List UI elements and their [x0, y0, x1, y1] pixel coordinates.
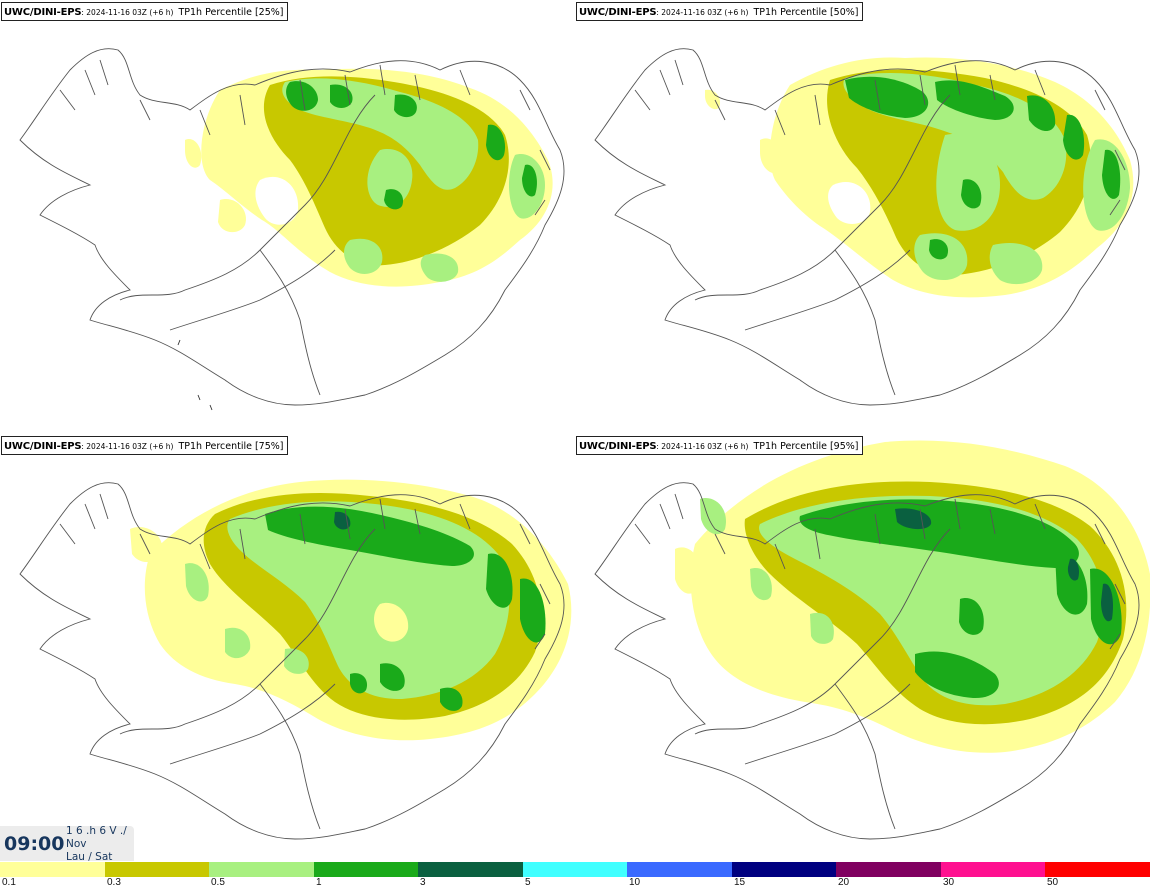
legend-label: 0.5 — [211, 877, 225, 888]
run-date: : 2024-11-16 03Z (+6 h) — [81, 442, 174, 451]
legend-swatch — [418, 862, 523, 877]
precip-field — [705, 57, 1134, 298]
model-name: UWC/DINI-EPS — [579, 441, 657, 452]
date-line-2: Nov — [66, 838, 87, 850]
legend-label: 20 — [838, 877, 850, 888]
coastline — [19, 48, 565, 411]
valid-time: 09:00 — [4, 833, 65, 855]
map-panel-50: UWC/DINI-EPS: 2024-11-16 03Z (+6 h) TP1h… — [575, 0, 1150, 434]
valid-date: 1 6 .h 6 V ./ Nov Lau / Sat — [66, 825, 127, 864]
legend-label: 1 — [316, 877, 322, 888]
date-line-1: 1 6 .h 6 V ./ — [66, 825, 127, 837]
legend-label: 30 — [943, 877, 955, 888]
legend-label: 0.3 — [107, 877, 121, 888]
coastline — [594, 482, 1140, 840]
coastline — [594, 48, 1140, 406]
precip-map — [19, 479, 572, 840]
run-date: : 2024-11-16 03Z (+6 h) — [656, 442, 749, 451]
model-name: UWC/DINI-EPS — [579, 7, 657, 18]
panel-title: UWC/DINI-EPS: 2024-11-16 03Z (+6 h) TP1h… — [576, 436, 863, 455]
map-panel-95: UWC/DINI-EPS: 2024-11-16 03Z (+6 h) TP1h… — [575, 434, 1150, 868]
precip-map — [19, 48, 565, 411]
legend-swatch — [940, 862, 1046, 877]
legend-swatch — [1045, 862, 1150, 877]
legend-label: 15 — [734, 877, 746, 888]
model-name: UWC/DINI-EPS — [4, 7, 82, 18]
legend-swatch — [104, 862, 210, 877]
precip-field — [185, 68, 553, 287]
legend-label: 5 — [525, 877, 531, 888]
color-legend-bar — [0, 862, 1150, 877]
map-panel-25: UWC/DINI-EPS: 2024-11-16 03Z (+6 h) TP1h… — [0, 0, 575, 434]
panel-title: UWC/DINI-EPS: 2024-11-16 03Z (+6 h) TP1h… — [576, 2, 863, 21]
map-panel-75: UWC/DINI-EPS: 2024-11-16 03Z (+6 h) TP1h… — [0, 434, 575, 868]
legend-label: 50 — [1047, 877, 1059, 888]
parameter-label: TP1h Percentile [50%] — [753, 7, 859, 18]
legend-swatch — [209, 862, 314, 877]
parameter-label: TP1h Percentile [75%] — [178, 441, 284, 452]
run-date: : 2024-11-16 03Z (+6 h) — [81, 8, 174, 17]
precip-field — [675, 440, 1150, 753]
legend-label: 0.1 — [2, 877, 16, 888]
legend-swatch — [627, 862, 732, 877]
legend-swatch — [0, 862, 105, 877]
run-date: : 2024-11-16 03Z (+6 h) — [656, 8, 749, 17]
date-line-3: Lau / Sat — [66, 851, 113, 863]
legend-swatch — [731, 862, 837, 877]
precip-map — [594, 48, 1140, 406]
panel-title: UWC/DINI-EPS: 2024-11-16 03Z (+6 h) TP1h… — [1, 2, 288, 21]
precip-field — [130, 479, 572, 741]
legend-label: 3 — [420, 877, 426, 888]
model-name: UWC/DINI-EPS — [4, 441, 82, 452]
legend-swatch — [313, 862, 419, 877]
legend-swatch — [522, 862, 628, 877]
precip-map — [594, 440, 1150, 840]
parameter-label: TP1h Percentile [25%] — [178, 7, 284, 18]
legend-label: 10 — [629, 877, 641, 888]
coastline — [19, 482, 565, 840]
legend-swatch — [836, 862, 941, 877]
panel-title: UWC/DINI-EPS: 2024-11-16 03Z (+6 h) TP1h… — [1, 436, 288, 455]
valid-time-box: 09:00 1 6 .h 6 V ./ Nov Lau / Sat — [0, 825, 134, 864]
parameter-label: TP1h Percentile [95%] — [753, 441, 859, 452]
